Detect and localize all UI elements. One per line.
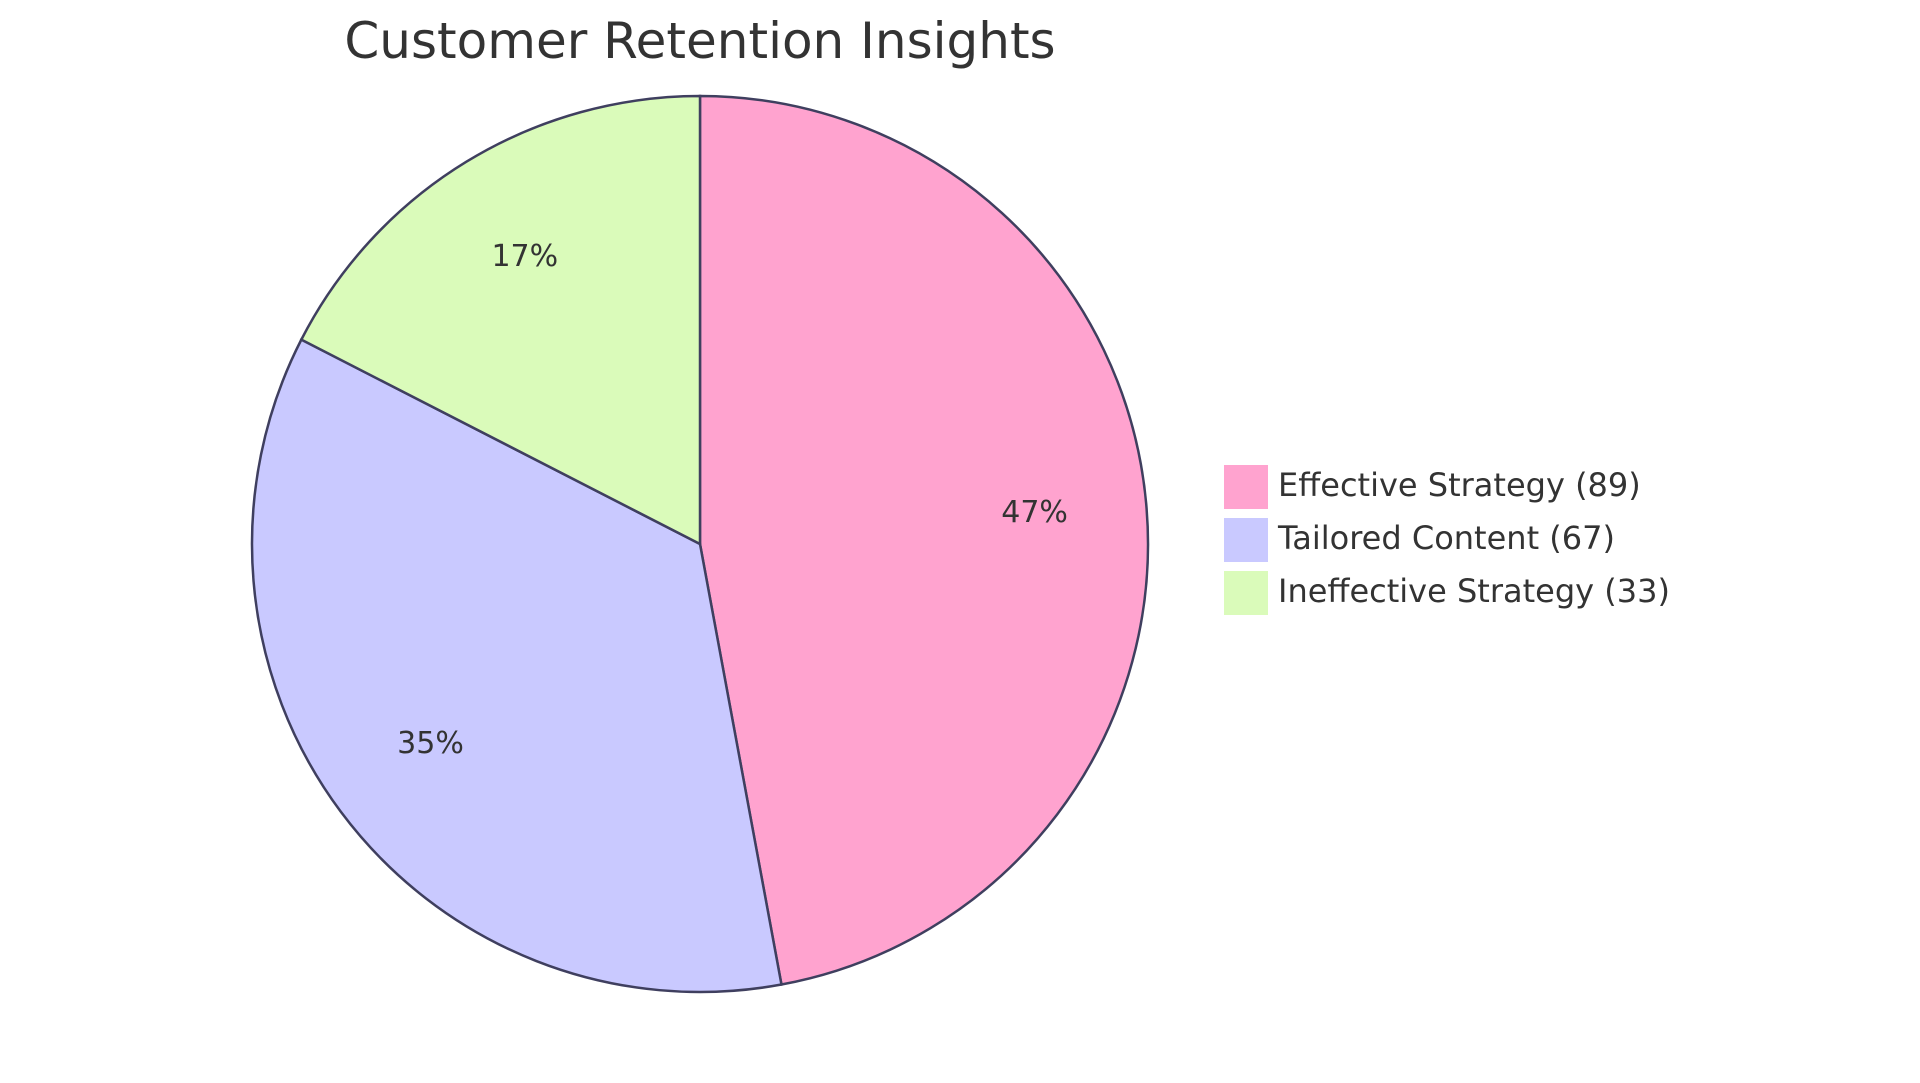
pie-slice-effective-strategy [698, 94, 1150, 986]
legend-swatch-ineffective-strategy [1224, 571, 1268, 615]
legend: Effective Strategy (89) Tailored Content … [1224, 465, 1670, 615]
percent-label-effective-strategy: 47% [1001, 495, 1068, 530]
legend-label-ineffective-strategy: Ineffective Strategy (33) [1278, 572, 1670, 610]
legend-label-tailored-content: Tailored Content (67) [1277, 519, 1615, 557]
pie-percent-labels: 47% 35% 17% [397, 239, 1068, 761]
legend-swatch-effective-strategy [1224, 465, 1268, 509]
chart-title: Customer Retention Insights [344, 12, 1055, 70]
pie-slice-ineffective-strategy [299, 94, 702, 547]
pie-slices [250, 94, 1150, 994]
legend-label-effective-strategy: Effective Strategy (89) [1278, 466, 1641, 504]
percent-label-tailored-content: 35% [397, 726, 464, 761]
legend-swatch-tailored-content [1224, 518, 1268, 562]
percent-label-ineffective-strategy: 17% [491, 239, 558, 274]
pie-slice-tailored-content [250, 337, 783, 994]
